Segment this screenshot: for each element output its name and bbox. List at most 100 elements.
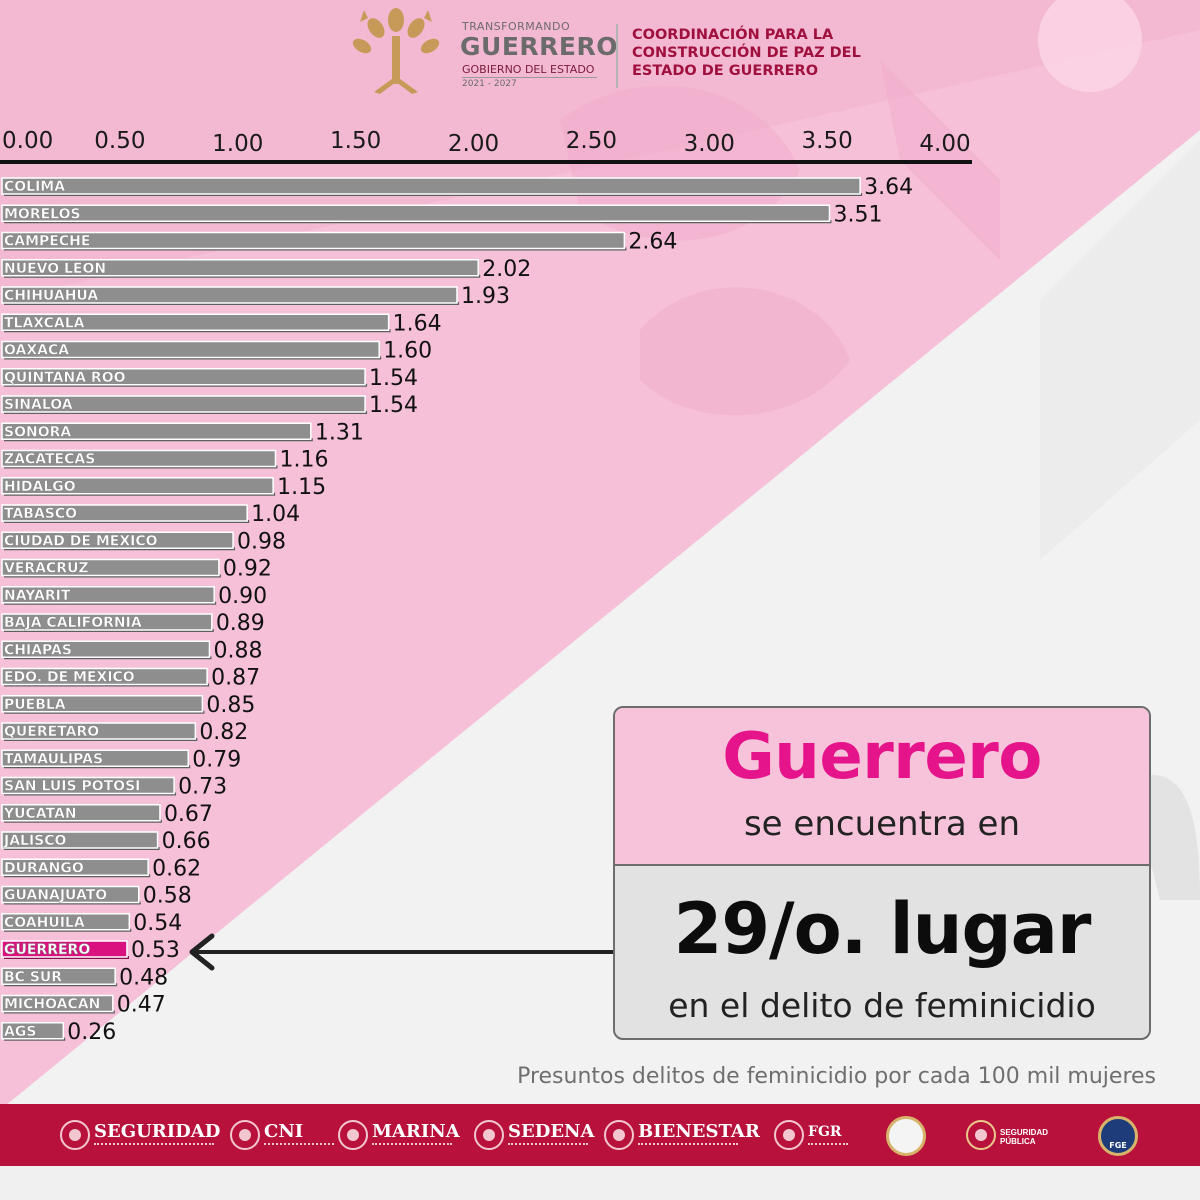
bar [1, 885, 140, 904]
bar-group: CHIAPAS 0.88 [1, 638, 262, 663]
bar [1, 613, 213, 631]
category-label: SONORA [4, 424, 71, 440]
category-label: NUEVO LEON [4, 261, 106, 277]
bar [1, 259, 479, 277]
category-label: TLAXCALA [4, 315, 85, 331]
category-label: NAYARIT [4, 588, 71, 604]
value-label: 0.88 [213, 638, 262, 663]
header-divider [616, 24, 618, 88]
value-label: 0.90 [218, 584, 267, 609]
bar [1, 477, 274, 495]
bar [1, 531, 234, 549]
bar-group: BC SUR 0.48 [1, 965, 168, 990]
org-name: BIENESTAR [638, 1121, 760, 1142]
callout-text-2: en el delito de feminicidio [668, 986, 1096, 1025]
value-label: 0.54 [133, 911, 182, 936]
category-label: YUCATAN [3, 806, 77, 822]
bar-group: JALISCO 0.66 [1, 829, 211, 854]
brand-tagline: TRANSFORMANDO [462, 20, 571, 33]
callout-state-name: Guerrero [722, 720, 1042, 794]
bar [1, 422, 312, 440]
x-tick-label: 2.00 [448, 131, 499, 157]
bar [1, 286, 458, 304]
bar-group: SINALOA 1.54 [1, 393, 418, 418]
value-label: 3.51 [833, 202, 882, 227]
value-label: 1.54 [369, 393, 418, 418]
category-label: CIUDAD DE MEXICO [4, 533, 158, 549]
category-label: QUERETARO [4, 724, 99, 740]
footer-bar: SEGURIDAD CNI MARINA SEDENA BIENESTAR FG… [0, 1104, 1200, 1166]
bar-group: OAXACA 1.60 [1, 339, 432, 364]
category-label: HIDALGO [4, 479, 76, 495]
category-label: QUINTANA ROO [4, 370, 126, 386]
x-axis-ticks: 0.00 0.50 1.00 1.50 2.00 2.50 3.00 3.50 4.00 [2, 128, 971, 157]
guerrero-pointer-arrowhead [189, 933, 215, 971]
brand-years: 2021 - 2027 [462, 79, 517, 89]
fgr-emblem-icon [774, 1120, 804, 1150]
x-tick-label: 2.50 [566, 128, 617, 154]
value-label: 0.79 [192, 747, 241, 772]
value-label: 2.64 [628, 230, 677, 255]
x-tick-label: 3.50 [802, 128, 853, 154]
org-sub [508, 1143, 588, 1147]
bar [1, 858, 149, 876]
category-label: GUERRERO [4, 942, 90, 958]
footer-bottom-strip [0, 1166, 1200, 1200]
bar [1, 313, 390, 331]
org-sub [372, 1143, 452, 1147]
bar [1, 994, 114, 1013]
bar-group: AGS 0.26 [1, 1020, 116, 1045]
org-name: FGR [808, 1124, 842, 1140]
value-label: 1.16 [279, 448, 328, 473]
category-label: MORELOS [4, 206, 81, 222]
bar-group: NUEVO LEON 2.02 [1, 257, 531, 282]
value-label: 0.67 [164, 802, 213, 827]
category-label: CHIHUAHUA [4, 288, 98, 304]
bar-group: TABASCO 1.04 [1, 502, 300, 527]
marina-emblem-icon [338, 1120, 368, 1150]
org-name: SEGURIDAD PÚBLICA [1000, 1128, 1049, 1146]
bar [1, 1022, 65, 1040]
category-label: EDO. DE MEXICO [4, 670, 135, 686]
org-name: SEGURIDAD [94, 1121, 221, 1142]
bar [1, 586, 215, 604]
org-sub [638, 1143, 738, 1147]
bar [1, 776, 175, 795]
category-label: SAN LUIS POTOSI [4, 779, 140, 795]
bienestar-emblem-icon [604, 1120, 634, 1150]
seguridad-emblem-icon [60, 1120, 90, 1150]
bar [1, 558, 220, 577]
value-label: 0.48 [119, 965, 168, 990]
bar-group: DURANGO 0.62 [1, 856, 201, 881]
value-label: 0.98 [237, 529, 286, 554]
coordination-title: COORDINACIÓN PARA LA CONSTRUCCIÓN DE PAZ… [632, 27, 861, 79]
callout-text-1: se encuentra en [743, 804, 1021, 844]
x-tick-label: 0.00 [2, 128, 53, 154]
bar [1, 913, 131, 931]
bar-group: MORELOS 3.51 [1, 202, 882, 227]
x-tick-label: 0.50 [94, 128, 145, 154]
bar-group: COLIMA 3.64 [1, 175, 913, 200]
category-label: CAMPECHE [4, 234, 90, 250]
org-name: MARINA [372, 1121, 460, 1142]
bar-group: GUANAJUATO 0.58 [1, 884, 192, 909]
category-label: PUEBLA [4, 697, 66, 713]
bar [1, 695, 204, 713]
cni-emblem-icon [230, 1120, 260, 1150]
category-label: ZACATECAS [4, 452, 95, 468]
value-label: 1.54 [369, 366, 418, 391]
value-label: 0.87 [211, 666, 260, 691]
guerrero-tree-logo-icon [352, 8, 440, 94]
value-label: 0.26 [67, 1020, 116, 1045]
bar [1, 831, 159, 849]
bar-group: VERACRUZ 0.92 [1, 557, 272, 582]
bar-group: TAMAULIPAS 0.79 [1, 747, 241, 772]
x-tick-label: 1.50 [330, 128, 381, 154]
sedena-emblem-icon [474, 1120, 504, 1150]
fge-label: FGE [1109, 1141, 1127, 1150]
bar-group: GUERRERO 0.53 [1, 938, 180, 963]
value-label: 0.92 [223, 557, 272, 582]
bar-group: MICHOACAN 0.47 [1, 993, 166, 1018]
